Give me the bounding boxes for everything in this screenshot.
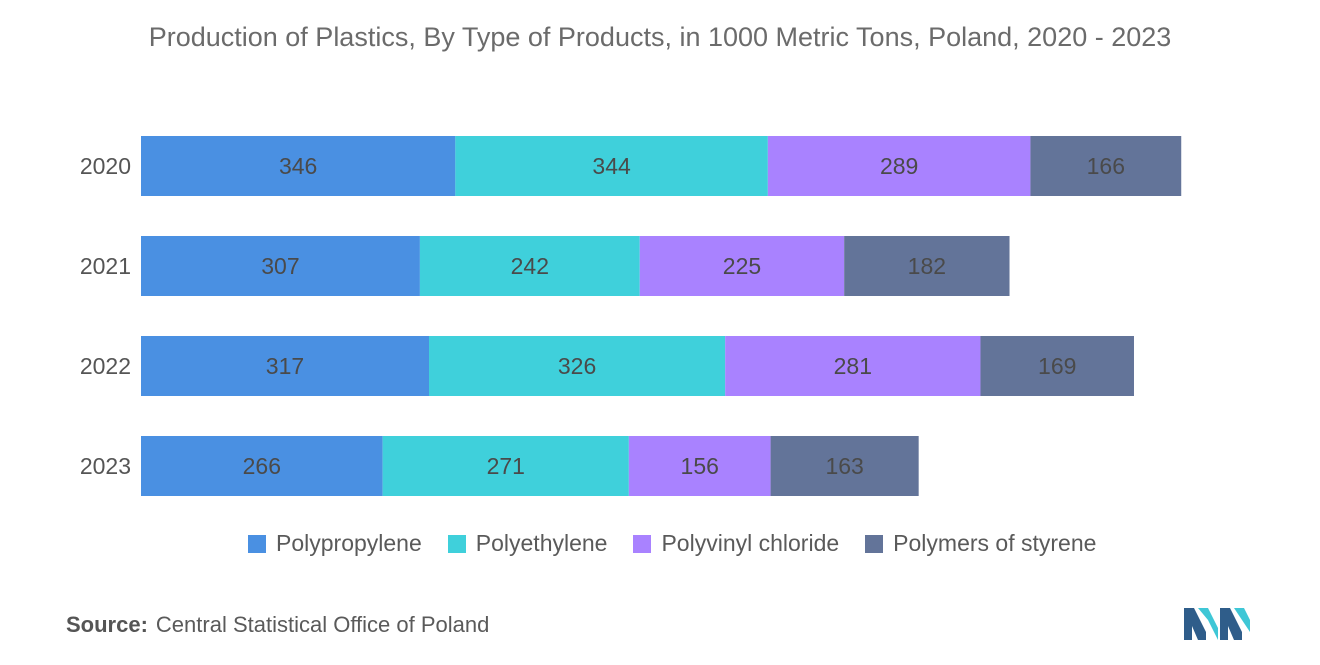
data-label: 182 <box>908 253 946 279</box>
chart-title: Production of Plastics, By Type of Produ… <box>148 22 1172 52</box>
data-label: 266 <box>243 453 281 479</box>
bar-segment[interactable] <box>844 236 1010 296</box>
data-label: 156 <box>681 453 719 479</box>
bar-segment[interactable] <box>770 436 919 496</box>
data-label: 271 <box>487 453 525 479</box>
source-label: Source: <box>66 612 148 637</box>
data-label: 317 <box>266 353 304 379</box>
legend-swatch <box>447 534 466 553</box>
chart-legend: Polypropylene Polyethylene Polyvinyl chl… <box>248 530 1096 557</box>
bar-segment[interactable] <box>141 336 429 396</box>
data-label: 225 <box>723 253 761 279</box>
source-text: Central Statistical Office of Poland <box>155 612 490 637</box>
bar-segment[interactable] <box>628 436 771 496</box>
data-label: 289 <box>880 153 918 179</box>
legend-item-polypropylene[interactable]: Polypropylene <box>248 530 422 557</box>
legend-item-polyethylene[interactable]: Polyethylene <box>447 530 608 557</box>
legend-label: Polymers of styrene <box>893 530 1097 556</box>
bar-segment[interactable] <box>455 136 768 196</box>
legend-swatch <box>865 534 884 553</box>
category-label: 2023 <box>80 453 131 479</box>
bar-segment[interactable] <box>419 236 640 296</box>
legend-item-polyvinyl-chloride[interactable]: Polyvinyl chloride <box>633 530 839 557</box>
data-label: 326 <box>558 353 596 379</box>
bar-segment[interactable] <box>141 236 420 296</box>
data-label: 307 <box>261 253 299 279</box>
bar-segment[interactable] <box>725 336 981 396</box>
source-note: Source: Central Statistical Office of Pol… <box>66 612 489 638</box>
bar-segment[interactable] <box>141 436 383 496</box>
category-label: 2021 <box>80 253 131 279</box>
bar-segment[interactable] <box>428 336 726 396</box>
data-label: 163 <box>825 453 863 479</box>
legend-label: Polypropylene <box>276 530 422 556</box>
bar-segment[interactable] <box>141 136 456 196</box>
bar-segment[interactable] <box>382 436 629 496</box>
bar-segment[interactable] <box>639 236 845 296</box>
legend-swatch <box>248 534 266 553</box>
bar-segment[interactable] <box>767 136 1031 196</box>
data-label: 166 <box>1087 153 1125 179</box>
bar-segment[interactable] <box>1030 136 1182 196</box>
data-label: 346 <box>279 153 317 179</box>
stacked-bar-chart: 2020 346 344 289 166 2021 307 242 225 182 2022 317 3… <box>80 136 1182 496</box>
category-label: 2020 <box>80 153 131 179</box>
legend-label: Polyvinyl chloride <box>661 530 840 556</box>
brand-logo-icon <box>1184 608 1250 640</box>
data-label: 242 <box>511 253 549 279</box>
data-label: 169 <box>1038 353 1076 379</box>
category-label: 2022 <box>80 353 131 379</box>
data-label: 281 <box>834 353 872 379</box>
data-label: 344 <box>592 153 631 179</box>
legend-item-polymers-of-styrene[interactable]: Polymers of styrene <box>865 530 1096 557</box>
legend-label: Polyethylene <box>475 530 608 556</box>
bar-segment[interactable] <box>980 336 1134 396</box>
legend-swatch <box>633 534 652 553</box>
